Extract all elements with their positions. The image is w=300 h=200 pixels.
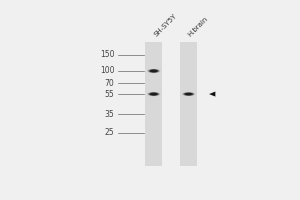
Ellipse shape — [149, 93, 158, 96]
Ellipse shape — [185, 93, 193, 95]
Polygon shape — [209, 92, 215, 97]
Ellipse shape — [185, 93, 193, 95]
Ellipse shape — [149, 70, 158, 72]
Ellipse shape — [150, 93, 158, 95]
Ellipse shape — [147, 69, 160, 73]
Text: 35: 35 — [104, 110, 114, 119]
Text: 70: 70 — [104, 79, 114, 88]
Ellipse shape — [148, 69, 160, 73]
Bar — [180, 42, 197, 166]
Ellipse shape — [182, 92, 195, 96]
Ellipse shape — [150, 93, 158, 95]
Ellipse shape — [183, 92, 194, 96]
Ellipse shape — [147, 92, 160, 96]
Text: 150: 150 — [100, 50, 114, 59]
Ellipse shape — [148, 92, 159, 96]
Bar — [145, 42, 163, 166]
Ellipse shape — [184, 93, 193, 95]
Ellipse shape — [150, 70, 158, 72]
Ellipse shape — [149, 92, 158, 96]
Ellipse shape — [184, 93, 194, 96]
Text: 100: 100 — [100, 66, 114, 75]
Ellipse shape — [148, 92, 159, 96]
Text: 55: 55 — [104, 90, 114, 99]
Text: H.brain: H.brain — [187, 16, 209, 38]
Ellipse shape — [183, 92, 194, 96]
Text: SH-SY5Y: SH-SY5Y — [153, 13, 178, 38]
Ellipse shape — [150, 70, 158, 72]
Ellipse shape — [148, 92, 160, 96]
Ellipse shape — [148, 69, 159, 73]
Ellipse shape — [149, 69, 158, 73]
Ellipse shape — [182, 92, 195, 96]
Text: 25: 25 — [105, 128, 114, 137]
Ellipse shape — [148, 69, 159, 73]
